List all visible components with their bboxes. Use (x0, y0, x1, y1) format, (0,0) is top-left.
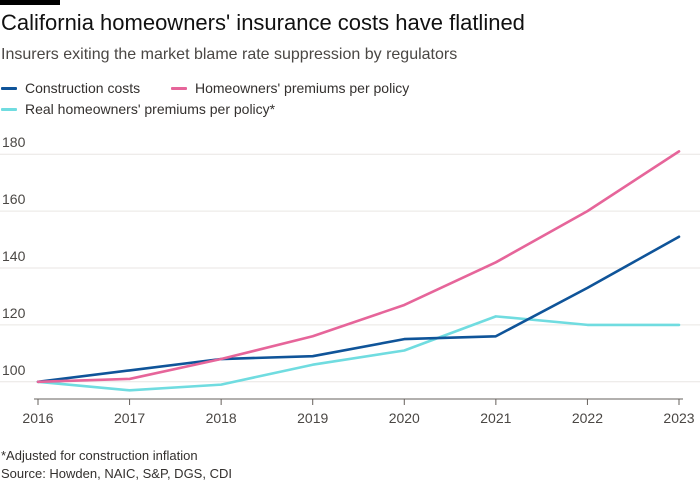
chart-subtitle: Insurers exiting the market blame rate s… (1, 46, 458, 63)
chart-title: California homeowners' insurance costs h… (1, 10, 525, 35)
x-tick-label-2016: 2016 (22, 410, 53, 426)
legend-swatch-premiums (171, 86, 187, 90)
series-layer (36, 150, 681, 392)
legend-swatch-construction (1, 86, 17, 90)
y-tick-label-160: 160 (2, 191, 26, 207)
legend-item-premiums: Homeowners' premiums per policy (171, 80, 409, 96)
legend-swatch-real-premiums (1, 107, 17, 111)
series-line-homeowners-premiums (36, 150, 681, 384)
legend-label-real-premiums: Real homeowners' premiums per policy* (25, 101, 276, 117)
legend-label-construction: Construction costs (25, 80, 141, 96)
y-tick-label-180: 180 (2, 134, 26, 150)
x-tick-label-2018: 2018 (206, 410, 237, 426)
grid-layer (0, 153, 700, 383)
x-tick-label-2017: 2017 (114, 410, 145, 426)
series-line-real-homeowners-premiums (36, 315, 681, 392)
y-tick-label-100: 100 (2, 362, 26, 378)
source-note: Source: Howden, NAIC, S&P, DGS, CDI (1, 466, 232, 481)
x-tick-label-2021: 2021 (480, 410, 511, 426)
y-tick-label-140: 140 (2, 248, 26, 264)
x-tick-label-2022: 2022 (572, 410, 603, 426)
legend-label-premiums: Homeowners' premiums per policy (195, 80, 410, 96)
x-tick-label-2020: 2020 (389, 410, 420, 426)
axis-layer: 100 120 140 160 180 2016 2017 2018 2019 2020 2021 2… (2, 134, 695, 426)
y-tick-label-120: 120 (2, 305, 26, 321)
series-line-construction-costs (36, 235, 681, 384)
x-tick-label-2019: 2019 (297, 410, 328, 426)
brand-bar (0, 0, 60, 5)
legend-item-real-premiums: Real homeowners' premiums per policy* (1, 101, 275, 117)
x-tick-label-2023: 2023 (663, 410, 694, 426)
footnote: *Adjusted for construction inflation (1, 448, 198, 463)
legend-item-construction: Construction costs (1, 80, 140, 96)
